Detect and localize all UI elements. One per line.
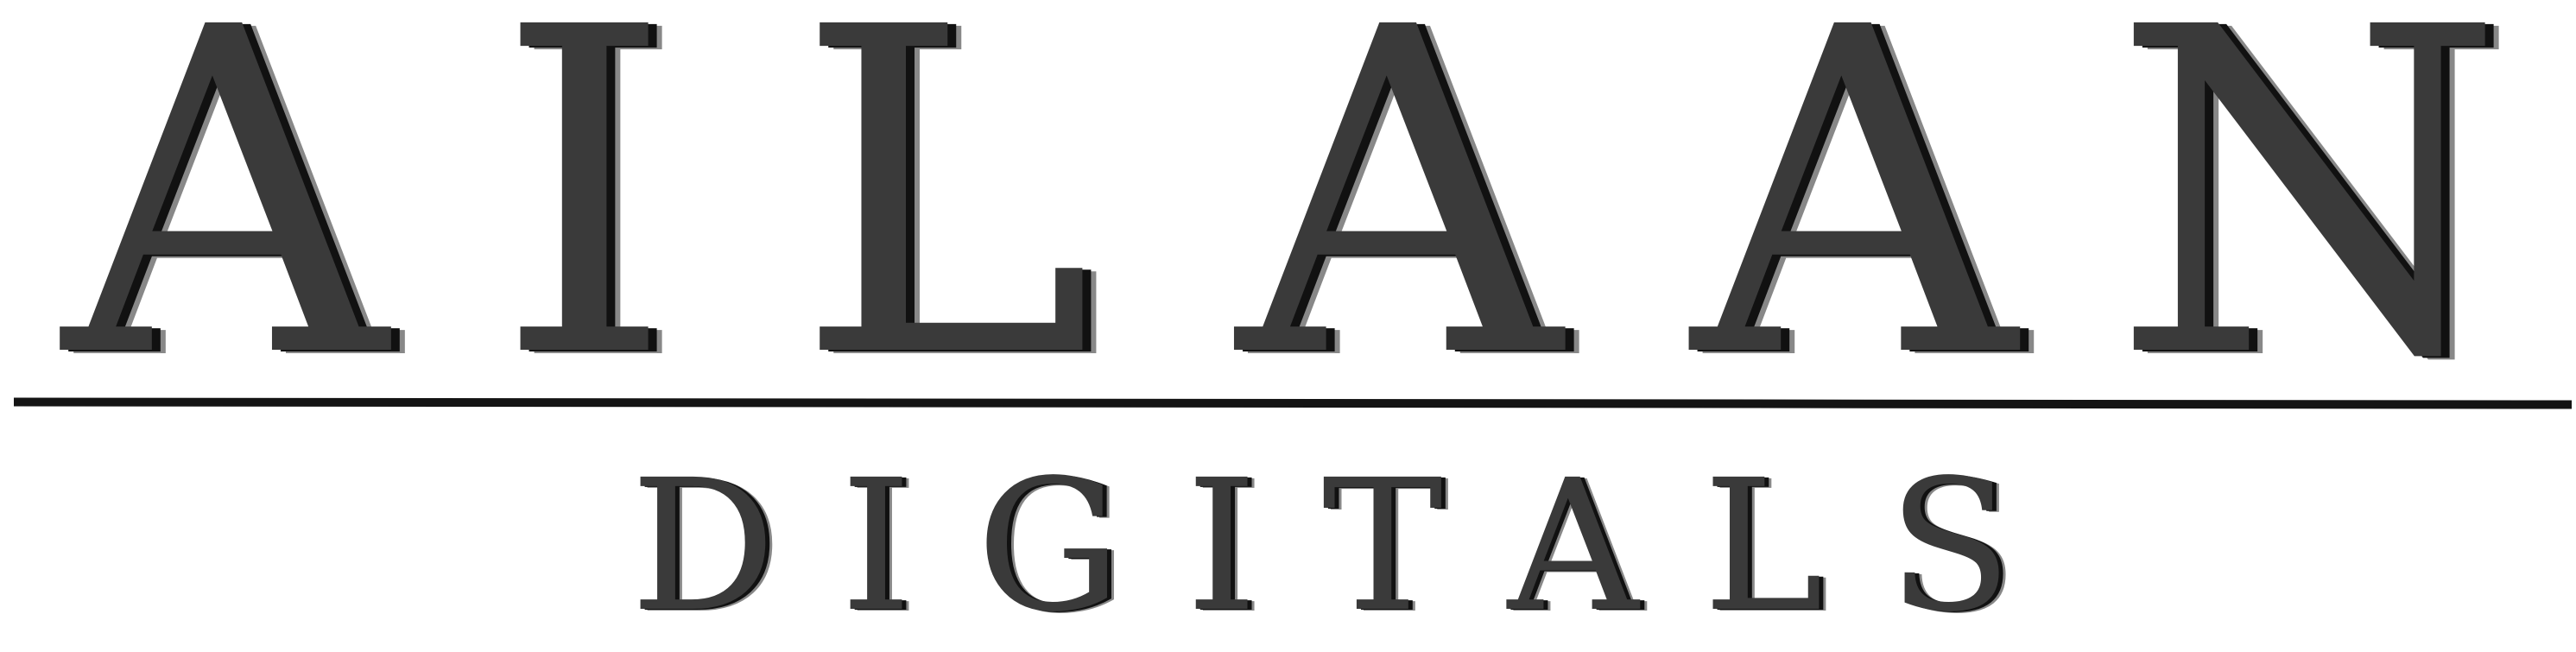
- primary-wordmark: A I L A A N: [0, 0, 2576, 456]
- primary-letter: A: [62, 0, 387, 456]
- secondary-letter: L: [1702, 440, 1824, 652]
- divider-rule: [14, 397, 2572, 409]
- secondary-letter: I: [840, 440, 913, 652]
- secondary-letter: I: [1186, 440, 1258, 652]
- primary-letter: A: [1691, 0, 2016, 456]
- secondary-letter: S: [1888, 440, 2012, 652]
- secondary-letter: A: [1507, 440, 1639, 652]
- primary-letter: L: [794, 0, 1093, 456]
- secondary-letter: T: [1321, 440, 1443, 652]
- secondary-letter: G: [976, 440, 1122, 652]
- secondary-letter: D: [630, 440, 776, 652]
- primary-letter: A: [1237, 0, 1561, 456]
- primary-letter: I: [495, 0, 674, 456]
- primary-letter: N: [2111, 0, 2505, 456]
- secondary-wordmark: D I G I T A L S: [630, 440, 2012, 652]
